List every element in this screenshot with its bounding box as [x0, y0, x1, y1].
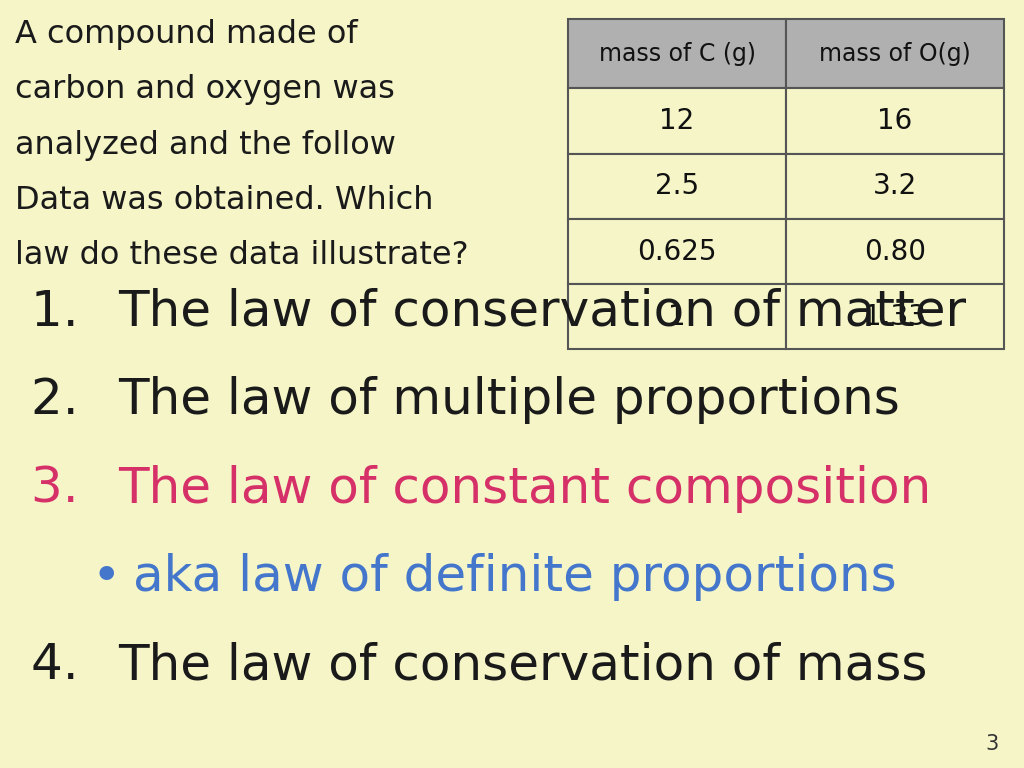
Text: 12: 12: [659, 107, 694, 135]
Text: 3.2: 3.2: [872, 172, 916, 200]
FancyBboxPatch shape: [568, 88, 786, 154]
Text: 3: 3: [985, 734, 998, 754]
Text: 3.: 3.: [31, 465, 111, 513]
Text: aka law of definite proportions: aka law of definite proportions: [133, 553, 897, 601]
Text: 2.5: 2.5: [655, 172, 699, 200]
FancyBboxPatch shape: [568, 19, 786, 88]
Text: Data was obtained. Which: Data was obtained. Which: [15, 185, 434, 216]
Text: The law of conservation of mass: The law of conservation of mass: [118, 641, 928, 690]
FancyBboxPatch shape: [786, 219, 1004, 284]
Text: mass of O(g): mass of O(g): [819, 41, 971, 66]
Text: The law of conservation of matter: The law of conservation of matter: [118, 288, 966, 336]
FancyBboxPatch shape: [568, 154, 786, 219]
Text: 0.625: 0.625: [637, 237, 717, 266]
FancyBboxPatch shape: [786, 19, 1004, 88]
Text: 1: 1: [669, 303, 686, 331]
Text: The law of constant composition: The law of constant composition: [118, 465, 931, 513]
Text: The law of multiple proportions: The law of multiple proportions: [118, 376, 900, 424]
Text: 16: 16: [878, 107, 912, 135]
FancyBboxPatch shape: [786, 154, 1004, 219]
Text: mass of C (g): mass of C (g): [599, 41, 756, 66]
Text: carbon and oxygen was: carbon and oxygen was: [15, 74, 395, 105]
Text: 2.: 2.: [31, 376, 111, 424]
Text: •: •: [92, 553, 154, 601]
Text: A compound made of: A compound made of: [15, 19, 358, 50]
FancyBboxPatch shape: [568, 284, 786, 349]
Text: 4.: 4.: [31, 641, 111, 690]
Text: law do these data illustrate?: law do these data illustrate?: [15, 240, 469, 271]
Text: 1.33: 1.33: [863, 303, 926, 331]
Text: 1.: 1.: [31, 288, 111, 336]
FancyBboxPatch shape: [568, 219, 786, 284]
Text: analyzed and the follow: analyzed and the follow: [15, 130, 396, 161]
FancyBboxPatch shape: [786, 88, 1004, 154]
Text: 0.80: 0.80: [863, 237, 926, 266]
FancyBboxPatch shape: [786, 284, 1004, 349]
